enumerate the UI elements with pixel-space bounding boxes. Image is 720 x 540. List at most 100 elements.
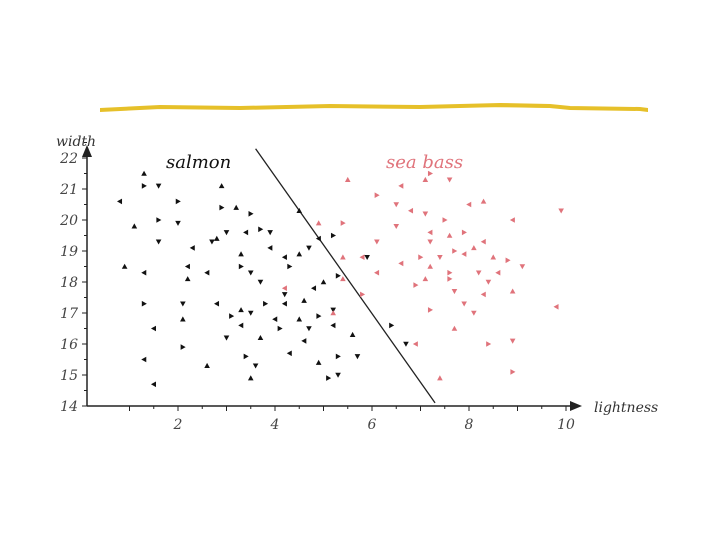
salmon-point	[267, 245, 273, 251]
sea-bass-point	[359, 254, 365, 260]
sea-bass-point	[466, 201, 472, 208]
salmon-point	[316, 313, 322, 319]
salmon-point	[281, 300, 287, 307]
sea-bass-point	[447, 276, 453, 282]
sea-bass-point	[519, 264, 526, 270]
salmon-label: salmon	[166, 152, 231, 173]
salmon-point	[286, 350, 292, 357]
salmon-point	[121, 263, 128, 269]
salmon-point	[175, 198, 181, 205]
salmon-point	[141, 300, 147, 307]
y-tick-label: 17	[60, 306, 78, 322]
sea-bass-point	[393, 202, 400, 208]
sea-bass-point	[471, 310, 477, 316]
sea-bass-point	[509, 217, 515, 223]
salmon-point	[310, 285, 317, 291]
salmon-point	[218, 183, 225, 189]
salmon-point	[238, 251, 244, 257]
salmon-point	[389, 322, 395, 329]
points-layer	[117, 170, 564, 388]
sea-bass-point	[422, 211, 429, 217]
salmon-point	[141, 269, 147, 276]
sea-bass-point	[393, 223, 400, 229]
sea-bass-point	[461, 229, 467, 236]
sea-bass-point	[360, 291, 366, 298]
salmon-point	[184, 263, 190, 270]
salmon-point	[141, 170, 147, 176]
salmon-point	[267, 230, 273, 236]
y-tick-label: 19	[60, 244, 78, 260]
sea-bass-point	[344, 176, 351, 182]
sea-bass-point	[490, 254, 497, 260]
salmon-point	[296, 251, 303, 257]
sea-bass-point	[446, 232, 453, 238]
title-underline-decoration	[100, 102, 648, 112]
salmon-point	[189, 245, 195, 251]
sea-bass-point	[427, 170, 434, 177]
salmon-point	[247, 270, 254, 276]
salmon-point	[213, 300, 220, 307]
salmon-point	[238, 322, 244, 329]
sea-bass-point	[422, 276, 429, 282]
x-tick-label: 6	[368, 417, 377, 433]
x-axis-arrowhead	[570, 401, 582, 411]
salmon-point	[272, 316, 278, 322]
sea-bass-point	[407, 207, 414, 214]
salmon-point	[330, 232, 337, 239]
salmon-point	[204, 269, 210, 276]
x-tick-label: 2	[173, 417, 183, 433]
salmon-point	[233, 204, 239, 210]
salmon-point	[150, 381, 156, 388]
sea-bass-point	[340, 254, 346, 260]
salmon-point	[330, 307, 337, 313]
salmon-point	[247, 310, 254, 316]
y-tick-label: 20	[59, 213, 78, 229]
sea-bass-point	[452, 248, 458, 254]
sea-bass-point	[446, 177, 453, 183]
salmon-point	[403, 341, 409, 347]
salmon-point	[281, 254, 287, 261]
salmon-point	[155, 239, 162, 245]
sea-bass-point	[480, 198, 487, 204]
x-axis-label: lightness	[594, 400, 658, 416]
sea-bass-point	[412, 341, 418, 347]
salmon-point	[243, 229, 249, 236]
salmon-point	[252, 363, 259, 369]
salmon-point	[330, 322, 336, 329]
sea-bass-point	[451, 325, 458, 331]
salmon-point	[326, 375, 332, 381]
sea-bass-point	[340, 220, 346, 226]
decision-boundary-layer	[255, 148, 436, 404]
salmon-point	[214, 235, 220, 241]
salmon-point	[306, 245, 312, 251]
salmon-point	[180, 316, 186, 322]
sea-bass-point	[486, 341, 492, 347]
y-axis-label: width	[56, 134, 96, 150]
sea-bass-point	[480, 238, 486, 245]
sea-bass-point	[340, 276, 346, 282]
salmon-point	[141, 183, 147, 189]
salmon-point	[364, 254, 370, 261]
sea-bass-point	[485, 279, 492, 285]
salmon-point	[257, 335, 264, 341]
salmon-point	[243, 353, 249, 360]
sea-bass-point	[505, 257, 511, 264]
salmon-point	[296, 316, 303, 322]
salmon-point	[180, 301, 186, 307]
salmon-point	[349, 331, 356, 337]
salmon-point	[175, 220, 181, 226]
x-tick-label: 4	[270, 417, 280, 433]
salmon-point	[238, 307, 244, 313]
salmon-point	[248, 211, 254, 217]
sea-bass-point	[461, 301, 467, 307]
sea-bass-point	[374, 239, 380, 245]
salmon-point	[315, 235, 321, 242]
y-tick-label: 16	[60, 337, 78, 353]
sea-bass-point	[427, 239, 434, 245]
sea-bass-point	[451, 289, 458, 295]
salmon-point	[223, 230, 230, 236]
salmon-point	[335, 372, 341, 378]
sea-bass-point	[475, 270, 482, 276]
